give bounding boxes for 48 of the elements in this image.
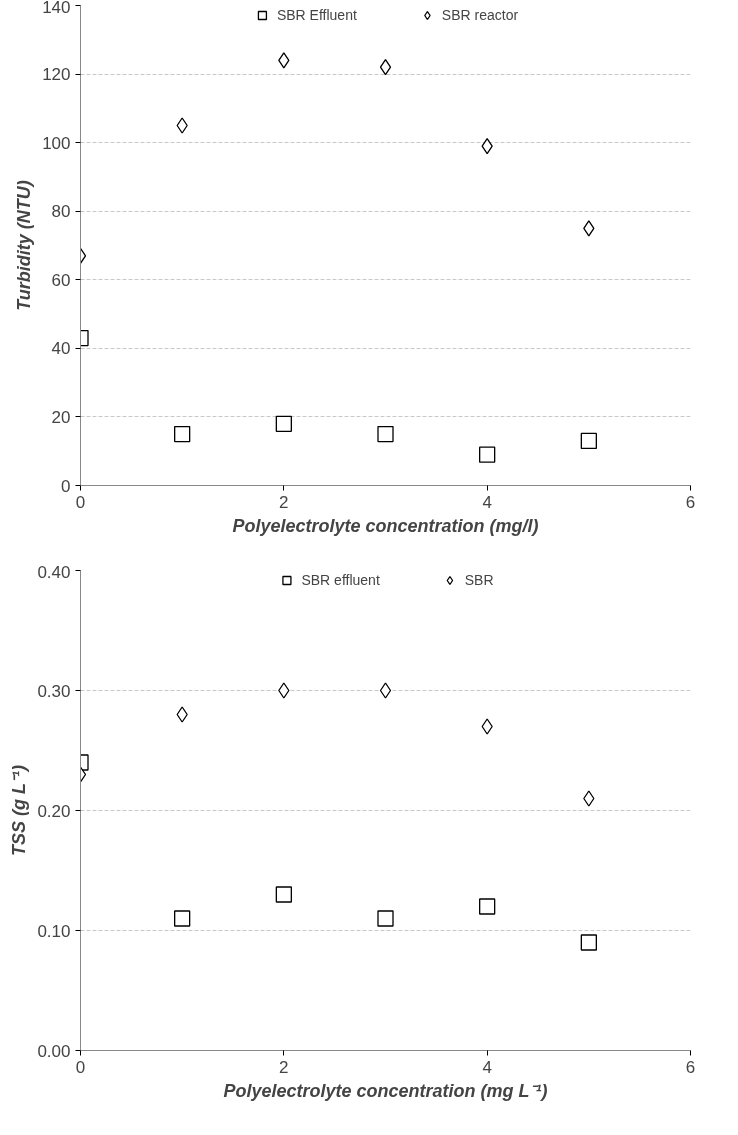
point (479, 446, 496, 463)
y-tick-label: 80 (51, 202, 71, 222)
x-axis-title: Polyelectrolyte concentration (mg L⁻¹) (223, 1080, 548, 1101)
y-axis-title: Turbidity (NTU) (14, 180, 35, 311)
y-tick-label: 20 (51, 407, 71, 427)
point (174, 910, 191, 927)
y-tick-label: 0.30 (37, 681, 71, 701)
x-axis-title: Polyelectrolyte concentration (mg/l) (232, 515, 539, 536)
point (275, 415, 292, 432)
point (275, 886, 292, 903)
point (583, 220, 595, 237)
legend-label: SBR reactor (441, 7, 519, 23)
y-tick-label: 0.10 (37, 921, 71, 941)
point (583, 790, 595, 807)
point (176, 706, 188, 723)
x-tick-label: 4 (482, 492, 492, 512)
point (377, 910, 394, 927)
x-tick-label: 2 (279, 492, 289, 512)
point (580, 432, 597, 450)
point (481, 718, 493, 735)
x-tick-label: 6 (685, 492, 696, 512)
legend-label: SBR effluent (301, 572, 380, 588)
y-tick-label: 0 (61, 476, 71, 496)
legend-label: SBR Effluent (276, 7, 357, 23)
y-axis-title: TSS (g L⁻¹) (9, 765, 30, 856)
y-tick-label: 140 (42, 0, 71, 17)
y-tick-label: 100 (42, 133, 71, 153)
point (379, 59, 392, 76)
point (278, 52, 290, 69)
point (377, 425, 394, 443)
point (479, 898, 496, 915)
x-tick-label: 0 (75, 492, 86, 512)
x-tick-label: 6 (685, 1057, 696, 1077)
x-tick-label: 4 (482, 1057, 492, 1077)
point (176, 117, 188, 134)
x-tick-label: 0 (75, 1057, 86, 1077)
x-tick-label: 2 (279, 1057, 289, 1077)
point (379, 682, 392, 699)
legend-label: SBR (464, 572, 494, 588)
y-tick-label: 120 (42, 65, 71, 85)
y-tick-label: 0.20 (37, 801, 71, 821)
point (580, 934, 597, 951)
y-tick-label: 0.00 (37, 1041, 71, 1061)
point (174, 425, 191, 443)
y-tick-label: 0.40 (37, 562, 71, 582)
y-tick-label: 40 (51, 339, 71, 359)
point (278, 682, 290, 699)
y-tick-label: 60 (51, 270, 71, 290)
